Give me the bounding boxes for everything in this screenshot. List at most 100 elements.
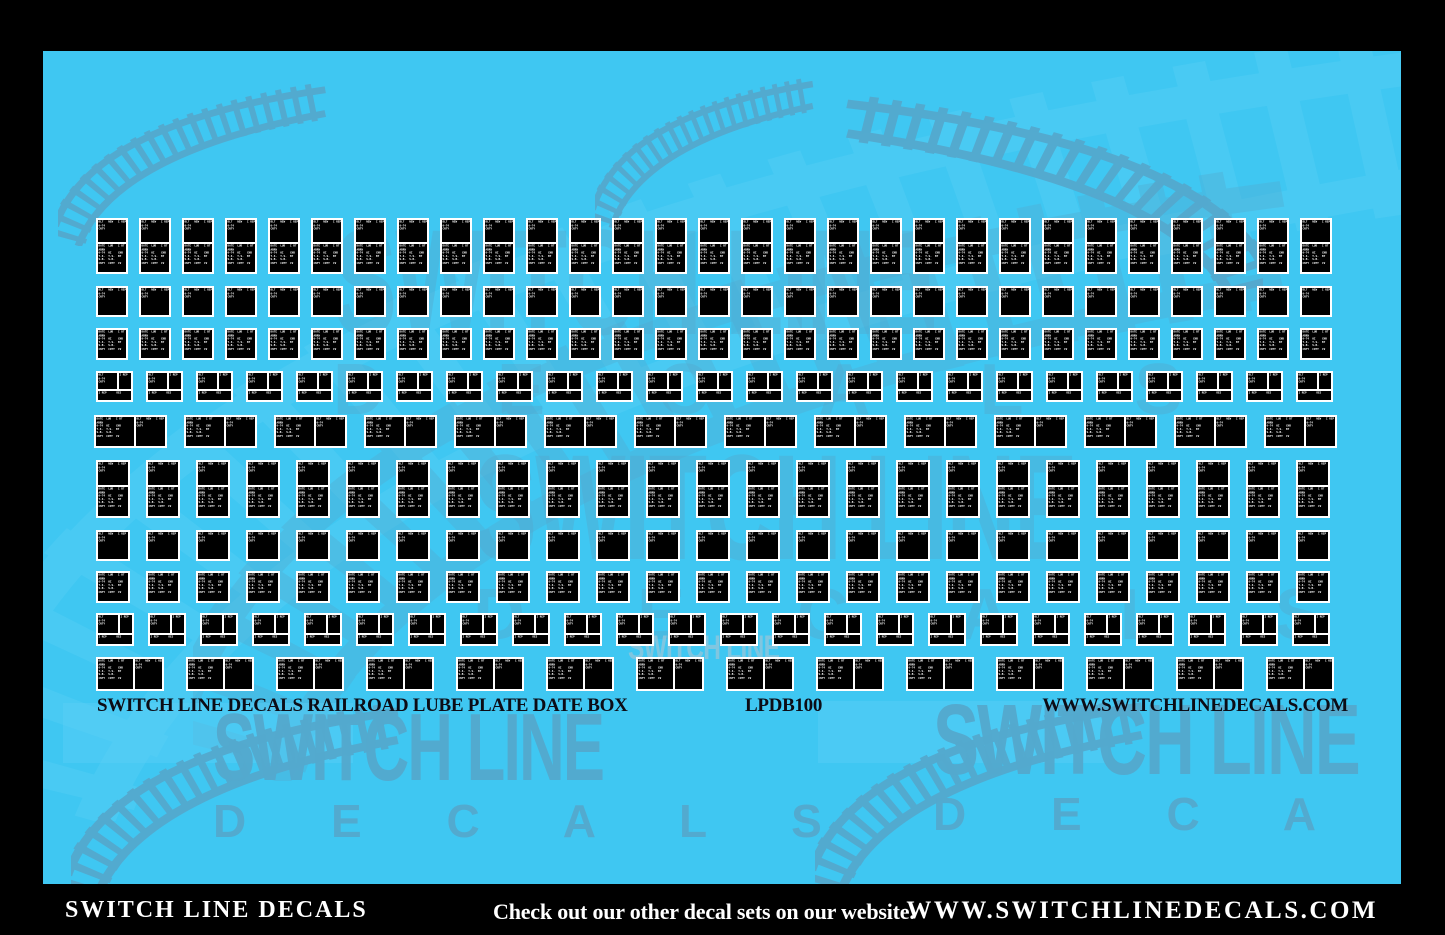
lube-plate-decal: DATE LUB I BT ABRN 6-74 OI CNB T.S. T.S.…	[246, 571, 280, 603]
decal-panel: DATE LUB I BT ABRN 6-74 OI CNB T.S. T.S.…	[698, 487, 728, 516]
decal-text: DATE LUB I BT ABRN 6-74 OI CNB T.S. T.S.…	[1216, 244, 1243, 265]
decal-text: BLT 6-74 CNTY	[774, 615, 781, 626]
decal-text: BLT NEW I REP 6-74 CNTY	[270, 288, 298, 299]
decal-text: BLT NEW I REP 6-74 CNTY	[226, 417, 255, 428]
lube-plate-decal: DATE LUB I BT ABRN 6-74 OI CNB T.S. T.S.…	[396, 571, 430, 603]
decal-panel: I REP RES	[462, 635, 496, 644]
lube-plate-decal: BLT NEW I REP 6-74 CNTY	[96, 286, 128, 317]
decal-text: DATE LUB I BT ABRN 6-74 OI CNB T.S. T.S.…	[1001, 330, 1028, 351]
decal-text: DATE LUB I BT ABRN 6-74 OI CNB T.S. T.S.…	[298, 487, 325, 508]
decal-panel: BLT NEW I REP 6-74 CNTY	[743, 220, 771, 242]
decal-panel: BLT 6-74 CNTY	[1098, 373, 1118, 389]
decal-text: BLT NEW I REP 6-74 CNTY	[675, 659, 702, 670]
decal-panel: DATE LUB I BT ABRN 6-74 OI CNB T.S. T.S.…	[498, 487, 528, 516]
decal-text: BLT NEW I REP 6-74 CNTY	[1125, 659, 1152, 670]
lube-plate-decal: BLT NEW I REP 6-74 CNTY DATE LUB I BT ABR…	[396, 460, 430, 518]
decal-panel-grid: BLT 6-74 CNTY I REP I REP RES	[1098, 373, 1131, 400]
decal-panel: DATE LUB I BT ABRN 6-74 OI CNB T.S. T.S.…	[98, 244, 126, 272]
decal-text: BLT 6-74 CNTY	[566, 615, 573, 626]
decal-panel: BLT NEW I REP 6-74 CNTY	[1001, 220, 1029, 242]
decal-panel: DATE LUB I BT ABRN 6-74 OI CNB T.S. T.S.…	[1266, 417, 1304, 446]
decal-panel: BLT NEW I REP 6-74 CNTY	[227, 220, 255, 242]
product-website: WWW.SWITCHLINEDECALS.COM	[1042, 695, 1348, 716]
decal-panel: BLT 6-74 CNTY	[514, 615, 534, 633]
decal-panel: I REP RES	[878, 635, 912, 644]
lube-plate-decal: BLT NEW I REP 6-74 CNTY	[526, 286, 558, 317]
decal-text: I REP RES	[1242, 635, 1266, 639]
lube-plate-decal: BLT 6-74 CNTY I REP I REP RES	[1196, 371, 1233, 402]
decal-panel: DATE LUB I BT ABRN 6-74 OI CNB T.S. T.S.…	[1259, 330, 1287, 358]
decal-panel: I REP RES	[848, 391, 881, 400]
decal-panel-grid: DATE LUB I BT ABRN 6-74 OI CNB T.S. T.S.…	[368, 659, 432, 689]
lube-plate-decal: DATE LUB I BT ABRN 6-74 OI CNB T.S. T.S.…	[526, 328, 558, 360]
decal-panel: I REP	[869, 373, 881, 389]
lube-plate-decal: DATE LUB I BT ABRN 6-74 OI CNB T.S. T.S.…	[636, 657, 704, 691]
decal-panel: I REP RES	[358, 635, 392, 644]
decal-text: I REP	[848, 615, 857, 619]
decal-panel: I REP	[769, 373, 781, 389]
decal-text: BLT NEW I REP 6-74 CNTY	[1173, 288, 1201, 299]
decal-text: BLT NEW I REP 6-74 CNTY	[227, 220, 255, 231]
decal-text: BLT NEW I REP 6-74 CNTY	[1098, 462, 1127, 473]
decal-panel: BLT 6-74 CNTY	[410, 615, 430, 633]
decal-text: BLT NEW I REP 6-74 CNTY	[1130, 220, 1158, 231]
decal-panel: DATE LUB I BT ABRN 6-74 OI CNB T.S. T.S.…	[948, 573, 978, 601]
decal-panel: DATE LUB I BT ABRN 6-74 OI CNB T.S. T.S.…	[1087, 330, 1115, 358]
lube-plate-decal: BLT NEW I REP 6-74 CNTY	[296, 530, 330, 561]
decal-text: BLT 6-74 CNTY	[930, 615, 937, 626]
decal-panel-grid: DATE LUB I BT ABRN 6-74 OI CNB T.S. T.S.…	[276, 417, 345, 446]
decal-text: BLT 6-74 CNTY	[1034, 615, 1041, 626]
lube-plate-decal: BLT 6-74 CNTY I REP I REP RES	[304, 613, 342, 646]
decal-panel: BLT 6-74 CNTY	[1294, 615, 1314, 633]
decal-panel-grid: BLT 6-74 CNTY I REP I REP RES	[948, 373, 981, 400]
decal-panel: BLT NEW I REP 6-74 CNTY	[405, 417, 435, 446]
lube-plate-decal: DATE LUB I BT ABRN 6-74 OI CNB T.S. T.S.…	[274, 415, 347, 448]
decal-panel: BLT NEW I REP 6-74 CNTY	[448, 462, 478, 485]
decal-text: DATE LUB I BT ABRN 6-74 OI CNB T.S. T.S.…	[1044, 244, 1071, 265]
decal-text: DATE LUB I BT ABRN 6-74 OI CNB T.S. T.S.…	[638, 659, 665, 680]
decal-text: DATE LUB I BT ABRN 6-74 OI CNB T.S. T.S.…	[1198, 487, 1225, 508]
decal-text: DATE LUB I BT ABRN 6-74 OI CNB T.S. T.S.…	[148, 487, 175, 508]
decal-text: BLT NEW I REP 6-74 CNTY	[698, 532, 727, 543]
decal-panel: DATE LUB I BT ABRN 6-74 OI CNB T.S. T.S.…	[748, 573, 778, 601]
decal-text: BLT NEW I REP 6-74 CNTY	[915, 288, 943, 299]
decal-panel: BLT NEW I REP 6-74 CNTY	[948, 532, 978, 559]
decal-panel: I REP RES	[1098, 391, 1131, 400]
decal-text: DATE LUB I BT ABRN 6-74 OI CNB T.S. T.S.…	[748, 573, 775, 594]
lube-plate-decal: BLT NEW I REP 6-74 CNTY DATE LUB I BT ABR…	[946, 460, 980, 518]
lube-plate-decal: BLT 6-74 CNTY I REP I REP RES	[200, 613, 238, 646]
decal-panel: BLT 6-74 CNTY	[982, 615, 1002, 633]
decal-panel: I REP	[535, 615, 548, 633]
decal-text: BLT NEW I REP 6-74 CNTY	[1044, 288, 1072, 299]
decal-panel: DATE LUB I BT ABRN 6-74 OI CNB T.S. T.S.…	[276, 417, 314, 446]
decal-text: I REP RES	[1086, 635, 1110, 639]
lube-plate-decal: DATE LUB I BT ABRN 6-74 OI CNB T.S. T.S.…	[956, 328, 988, 360]
decal-panel: BLT 6-74 CNTY	[448, 373, 468, 389]
decal-text: BLT NEW I REP 6-74 CNTY	[1087, 220, 1115, 231]
lube-plate-decal: DATE LUB I BT ABRN 6-74 OI CNB T.S. T.S.…	[696, 571, 730, 603]
decal-panel: BLT NEW I REP 6-74 CNTY	[648, 462, 678, 485]
decal-panel: I REP	[1319, 373, 1331, 389]
decal-panel-grid: DATE LUB I BT ABRN 6-74 OI CNB T.S. T.S.…	[818, 659, 882, 689]
lube-plate-decal: DATE LUB I BT ABRN 6-74 OI CNB T.S. T.S.…	[440, 328, 472, 360]
decal-text: DATE LUB I BT ABRN 6-74 OI CNB T.S. T.S.…	[186, 417, 213, 438]
decal-text: I REP RES	[462, 635, 486, 639]
decal-panel: DATE LUB I BT ABRN 6-74 OI CNB T.S. T.S.…	[148, 487, 178, 516]
decal-panel-grid: BLT 6-74 CNTY I REP I REP RES	[998, 373, 1031, 400]
decal-panel: I REP RES	[648, 391, 681, 400]
decal-panel: DATE LUB I BT ABRN 6-74 OI CNB T.S. T.S.…	[1298, 487, 1328, 516]
decal-grid: BLT NEW I REP 6-74 CNTY DATE LUB I BT ABR…	[43, 51, 1401, 884]
decal-panel: DATE LUB I BT ABRN 6-74 OI CNB T.S. T.S.…	[458, 659, 494, 689]
decal-text: DATE LUB I BT ABRN 6-74 OI CNB T.S. T.S.…	[1048, 487, 1075, 508]
decal-panel: I REP RES	[1138, 635, 1172, 644]
decal-panel: BLT NEW I REP 6-74 CNTY	[1044, 220, 1072, 242]
lube-plate-decal: DATE LUB I BT ABRN 6-74 OI CNB T.S. T.S.…	[483, 328, 515, 360]
decal-panel-grid: BLT 6-74 CNTY I REP I REP RES	[930, 615, 964, 644]
decal-panel: DATE LUB I BT ABRN 6-74 OI CNB T.S. T.S.…	[198, 573, 228, 601]
decal-panel: DATE LUB I BT ABRN 6-74 OI CNB T.S. T.S.…	[1248, 487, 1278, 516]
decal-text: BLT NEW I REP 6-74 CNTY	[1148, 462, 1177, 473]
lube-plate-decal: DATE LUB I BT ABRN 6-74 OI CNB T.S. T.S.…	[311, 328, 343, 360]
lube-plate-decal: BLT 6-74 CNTY I REP I REP RES	[446, 371, 483, 402]
lube-plate-decal: BLT 6-74 CNTY I REP I REP RES	[460, 613, 498, 646]
decal-panel-grid: BLT 6-74 CNTY I REP I REP RES	[1198, 373, 1231, 400]
